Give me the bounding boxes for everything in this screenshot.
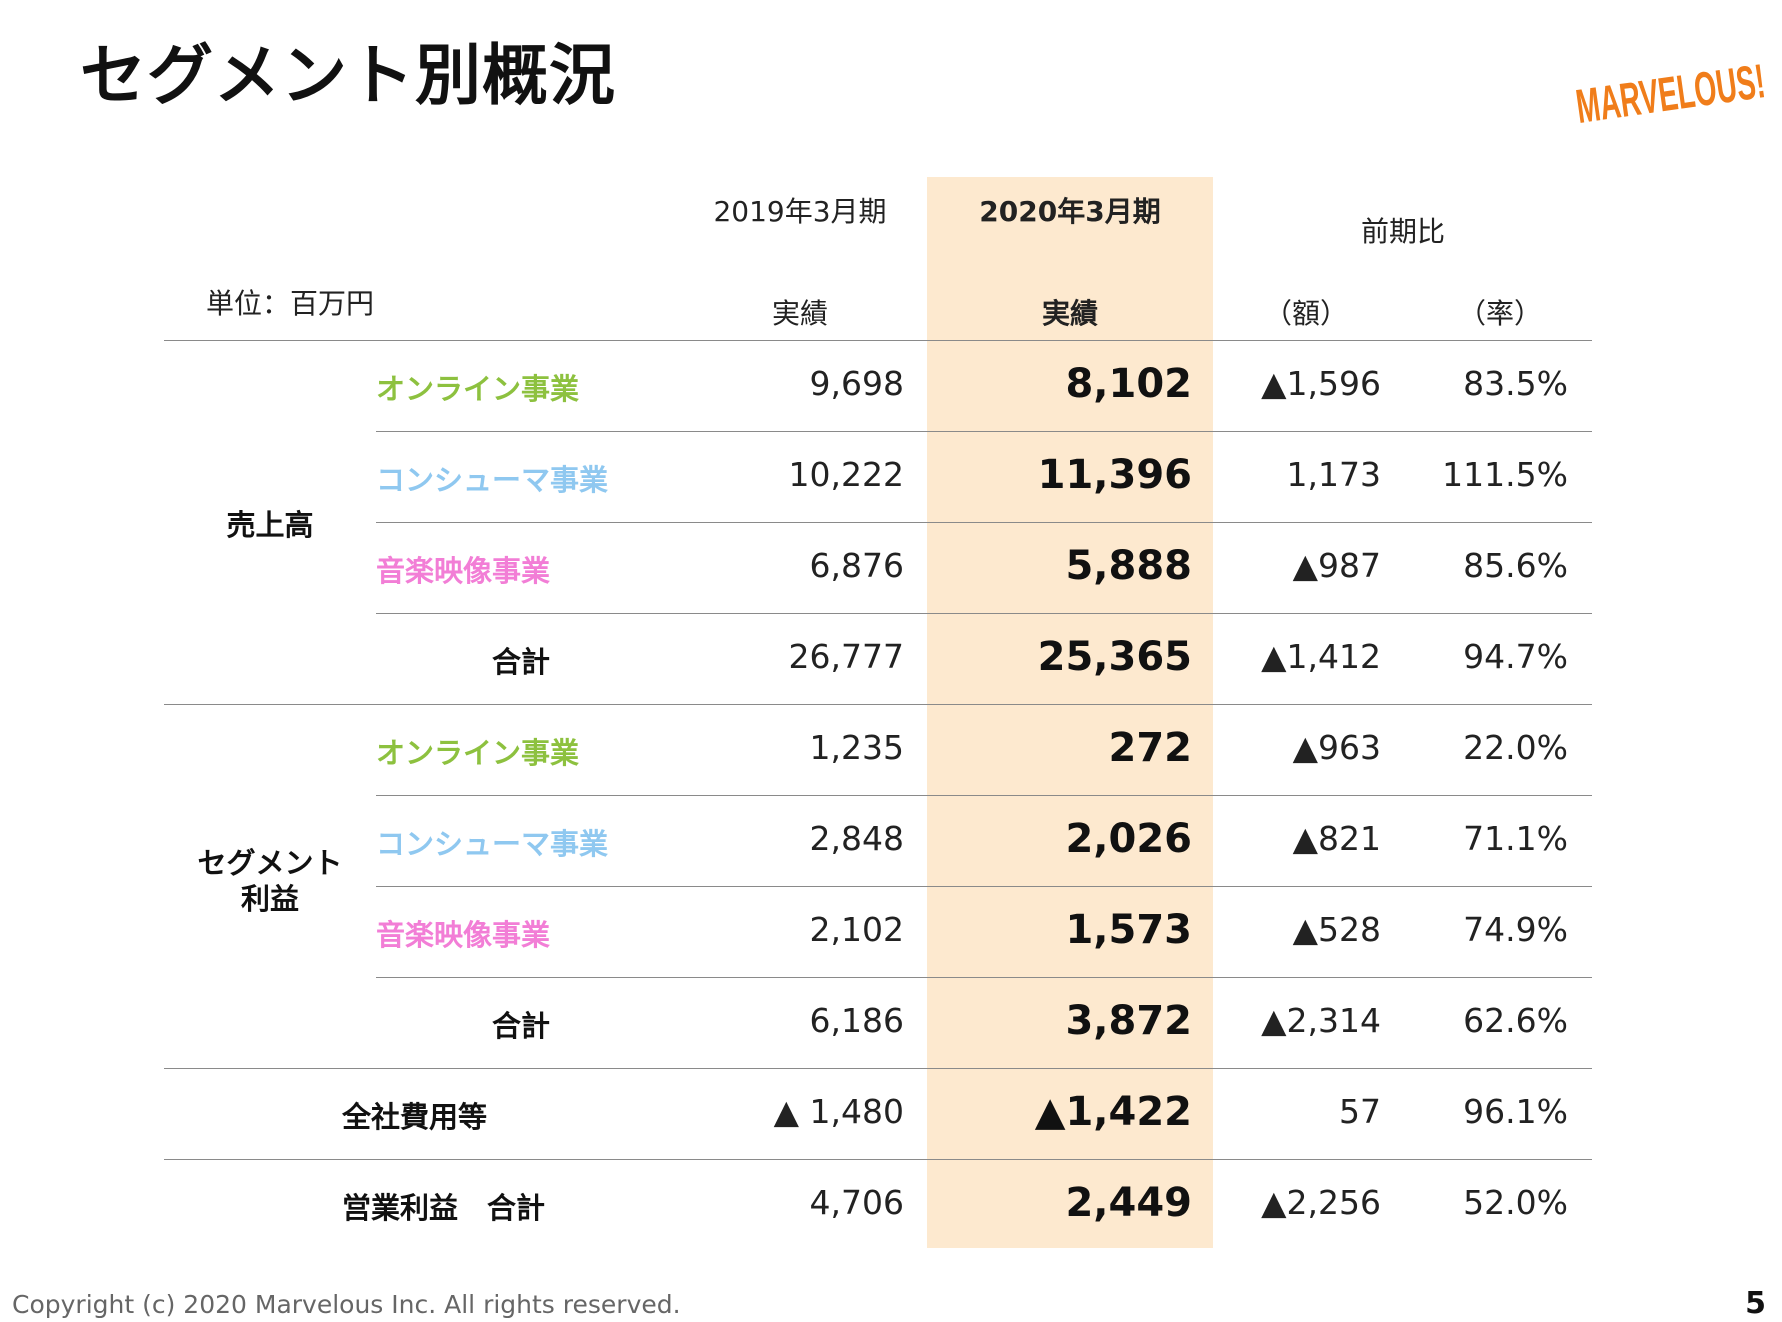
svg-text:MARVELOUS!: MARVELOUS!: [1573, 55, 1768, 134]
diff-value: 57: [1339, 1092, 1381, 1131]
curr-value: 3,872: [1065, 998, 1192, 1044]
row-label: 合計: [492, 645, 551, 679]
rate-value: 96.1%: [1463, 1092, 1568, 1131]
marvelous-logo: MARVELOUS!: [1573, 55, 1768, 134]
diff-value: ▲821: [1292, 819, 1381, 858]
row-label: 音楽映像事業: [376, 918, 551, 952]
group-segment-profit-line2: 利益: [240, 882, 299, 916]
rule-sales-end: [164, 704, 1592, 705]
rule-header: [164, 340, 1592, 341]
compare-header: 前期比: [1360, 215, 1445, 248]
rate-value: 71.1%: [1463, 819, 1568, 858]
rate-value: 111.5%: [1442, 455, 1568, 494]
prev-period-header: 2019年3月期: [713, 195, 887, 228]
page-number: 5: [1745, 1286, 1766, 1321]
row-label: コンシューマ事業: [376, 827, 609, 861]
rate-value: 94.7%: [1463, 637, 1568, 676]
rule-profit-end: [164, 1068, 1592, 1069]
rule-row-2: [376, 522, 1592, 523]
diff-value: ▲528: [1292, 910, 1381, 949]
prev-actual-header: 実績: [771, 297, 828, 330]
curr-value: 272: [1108, 725, 1193, 771]
curr-actual-header: 実績: [1041, 297, 1098, 330]
curr-value: 11,396: [1037, 452, 1192, 498]
rule-row-7: [376, 977, 1592, 978]
current-period-highlight: [927, 177, 1213, 1248]
prev-value: 2,848: [809, 819, 904, 858]
diff-value: ▲1,596: [1261, 364, 1381, 403]
row-label: 営業利益 合計: [342, 1191, 546, 1225]
curr-value: 8,102: [1065, 361, 1192, 407]
copyright-footer: Copyright (c) 2020 Marvelous Inc. All ri…: [12, 1290, 681, 1319]
group-sales: 売上高: [226, 508, 314, 542]
diff-value: 1,173: [1286, 455, 1381, 494]
rule-row-6: [376, 886, 1592, 887]
row-label: オンライン事業: [376, 736, 580, 770]
prev-value: 26,777: [788, 637, 904, 676]
curr-period-header: 2020年3月期: [979, 195, 1161, 228]
rate-value: 74.9%: [1463, 910, 1568, 949]
curr-value: 1,573: [1065, 907, 1192, 953]
rate-value: 52.0%: [1463, 1183, 1568, 1222]
prev-value: 6,876: [809, 546, 904, 585]
prev-value: 4,706: [809, 1183, 904, 1222]
prev-value: 1,235: [809, 728, 904, 767]
curr-value: 2,026: [1065, 816, 1192, 862]
amount-header: （額）: [1263, 297, 1348, 330]
rate-value: 85.6%: [1463, 546, 1568, 585]
curr-value: ▲1,422: [1034, 1089, 1192, 1135]
curr-value: 25,365: [1037, 634, 1192, 680]
rule-row-1: [376, 431, 1592, 432]
prev-value: 2,102: [809, 910, 904, 949]
rate-value: 83.5%: [1463, 364, 1568, 403]
prev-value: 10,222: [788, 455, 904, 494]
page-title: セグメント別概況: [80, 37, 616, 114]
diff-value: ▲2,314: [1261, 1001, 1381, 1040]
rule-row-5: [376, 795, 1592, 796]
rate-header: （率）: [1457, 297, 1542, 330]
row-label: オンライン事業: [376, 372, 580, 406]
rule-corporate-end: [164, 1159, 1592, 1160]
unit-label: 単位：百万円: [206, 287, 375, 320]
row-label: 合計: [492, 1009, 551, 1043]
diff-value: ▲963: [1292, 728, 1381, 767]
group-segment-profit: セグメント 利益: [170, 845, 370, 917]
curr-value: 2,449: [1065, 1180, 1192, 1226]
group-segment-profit-line1: セグメント: [197, 846, 343, 880]
row-label: コンシューマ事業: [376, 463, 609, 497]
rate-value: 62.6%: [1463, 1001, 1568, 1040]
prev-value: 6,186: [809, 1001, 904, 1040]
diff-value: ▲2,256: [1261, 1183, 1381, 1222]
rule-row-3: [376, 613, 1592, 614]
row-label: 音楽映像事業: [376, 554, 551, 588]
diff-value: ▲987: [1292, 546, 1381, 585]
prev-value: 9,698: [809, 364, 904, 403]
rate-value: 22.0%: [1463, 728, 1568, 767]
curr-value: 5,888: [1065, 543, 1192, 589]
diff-value: ▲1,412: [1261, 637, 1381, 676]
prev-value: ▲ 1,480: [773, 1092, 904, 1131]
row-label: 全社費用等: [342, 1100, 488, 1134]
